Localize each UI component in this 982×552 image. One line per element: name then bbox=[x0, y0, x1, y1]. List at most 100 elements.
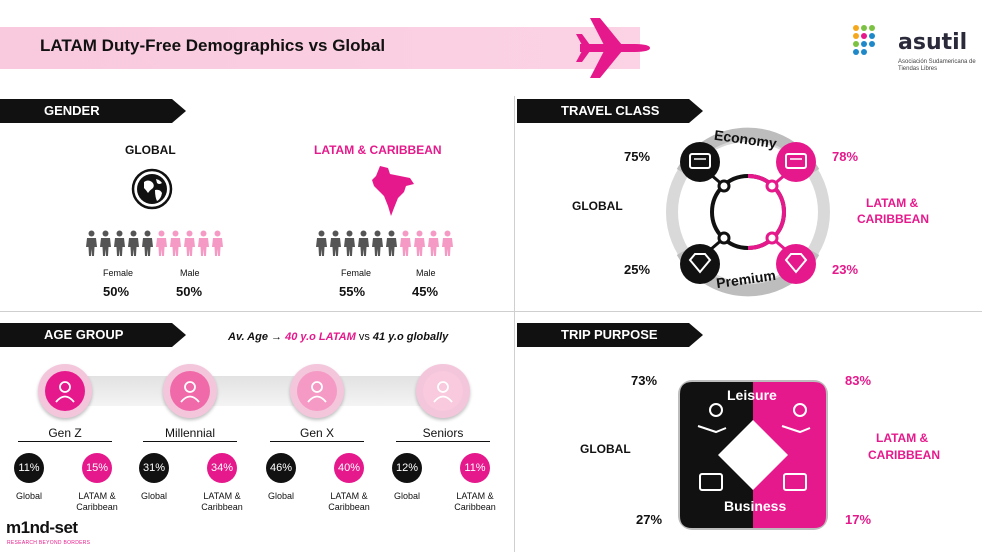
avg-prefix: Av. Age bbox=[228, 331, 268, 343]
avg-vs: vs bbox=[358, 331, 370, 343]
arrow-right-icon: → bbox=[271, 331, 283, 343]
person-icon bbox=[442, 230, 453, 256]
travel-latam-economy-pct: 78% bbox=[832, 149, 859, 164]
person-icon bbox=[414, 230, 425, 256]
person-avatar-icon bbox=[297, 371, 337, 411]
airplane-icon bbox=[576, 18, 650, 78]
gender-section-tag: GENDER bbox=[0, 99, 186, 123]
age-group-name: Millennial bbox=[164, 426, 216, 440]
trip-purpose-diagram bbox=[678, 380, 828, 530]
trip-latam-label-1: LATAM & bbox=[876, 431, 929, 445]
global-female-pct: 50% bbox=[103, 284, 130, 299]
person-icon bbox=[428, 230, 439, 256]
trip-purpose-section-tag: TRIP PURPOSE bbox=[517, 323, 703, 347]
age-latam-pct: 15% bbox=[82, 453, 112, 483]
trip-global-leisure-pct: 73% bbox=[631, 373, 658, 388]
age-group-name: Gen X bbox=[299, 426, 335, 440]
age-latam-pct: 40% bbox=[334, 453, 364, 483]
title-band bbox=[0, 27, 640, 69]
age-latam-label: LATAM & Caribbean bbox=[76, 491, 118, 512]
horizontal-divider bbox=[0, 311, 982, 312]
person-icon bbox=[86, 230, 97, 256]
global-female-label: Female bbox=[103, 268, 134, 278]
person-icon bbox=[316, 230, 327, 256]
page-title: LATAM Duty-Free Demographics vs Global bbox=[40, 36, 386, 55]
gender-latam-heading: LATAM & CARIBBEAN bbox=[314, 143, 442, 157]
mindset-tagline: RESEARCH BEYOND BORDERS bbox=[7, 540, 91, 546]
trip-latam-label-2: CARIBBEAN bbox=[868, 448, 940, 462]
person-icon bbox=[212, 230, 223, 256]
latam-map-icon bbox=[372, 166, 414, 216]
person-icon bbox=[344, 230, 355, 256]
travel-global-economy-pct: 75% bbox=[624, 149, 651, 164]
person-avatar-icon bbox=[423, 371, 463, 411]
travel-latam-label-2: CARIBBEAN bbox=[857, 212, 929, 226]
travel-latam-label-1: LATAM & bbox=[866, 196, 919, 210]
age-group-name: Seniors bbox=[422, 426, 464, 440]
trip-global-business-pct: 27% bbox=[636, 512, 663, 527]
asutil-logo-word: asutil bbox=[898, 30, 968, 55]
person-icon bbox=[400, 230, 411, 256]
person-icon bbox=[156, 230, 167, 256]
global-gender-people bbox=[85, 230, 224, 256]
age-group-icon-ring bbox=[38, 364, 92, 418]
age-group-icon-ring bbox=[163, 364, 217, 418]
age-group-icon-ring bbox=[416, 364, 470, 418]
person-icon bbox=[100, 230, 111, 256]
latam-female-pct: 55% bbox=[339, 284, 366, 299]
global-male-pct: 50% bbox=[176, 284, 203, 299]
age-global-pct: 12% bbox=[392, 453, 422, 483]
age-group-section-tag: AGE GROUP bbox=[0, 323, 186, 347]
globe-icon bbox=[131, 168, 173, 210]
global-male-label: Male bbox=[180, 268, 200, 278]
age-group-underline bbox=[143, 441, 237, 442]
age-latam-label: LATAM & Caribbean bbox=[201, 491, 243, 512]
latam-male-pct: 45% bbox=[412, 284, 439, 299]
person-avatar-icon bbox=[45, 371, 85, 411]
person-icon bbox=[114, 230, 125, 256]
avg-latam: 40 y.o LATAM bbox=[285, 331, 356, 343]
age-latam-label: LATAM & Caribbean bbox=[454, 491, 496, 512]
person-icon bbox=[330, 230, 341, 256]
person-icon bbox=[128, 230, 139, 256]
average-age-note: Av. Age → 40 y.o LATAM vs 41 y.o globall… bbox=[228, 331, 448, 343]
age-group-name: Gen Z bbox=[48, 426, 82, 440]
age-global-pct: 11% bbox=[14, 453, 44, 483]
person-icon bbox=[142, 230, 153, 256]
travel-class-diagram bbox=[666, 127, 830, 297]
person-avatar-icon bbox=[170, 371, 210, 411]
age-group-underline bbox=[18, 441, 112, 442]
trip-latam-leisure-pct: 83% bbox=[845, 373, 872, 388]
asutil-logo-subtitle: Asociación Sudamericana de Tiendas Libre… bbox=[898, 59, 976, 72]
age-latam-pct: 11% bbox=[460, 453, 490, 483]
person-icon bbox=[372, 230, 383, 256]
age-global-label: Global bbox=[15, 491, 43, 501]
travel-global-label: GLOBAL bbox=[572, 199, 623, 213]
latam-gender-people bbox=[315, 230, 454, 256]
vertical-divider bbox=[514, 96, 515, 552]
travel-latam-premium-pct: 23% bbox=[832, 262, 859, 277]
avg-global: 41 y.o globally bbox=[372, 331, 449, 343]
age-group-underline bbox=[270, 441, 364, 442]
age-timeline-band bbox=[60, 376, 460, 406]
trip-latam-business-pct: 17% bbox=[845, 512, 872, 527]
age-global-label: Global bbox=[140, 491, 168, 501]
age-global-label: Global bbox=[393, 491, 421, 501]
travel-class-section-tag: TRAVEL CLASS bbox=[517, 99, 703, 123]
leisure-label: Leisure bbox=[727, 387, 777, 403]
person-icon bbox=[386, 230, 397, 256]
age-latam-label: LATAM & Caribbean bbox=[328, 491, 370, 512]
age-global-label: Global bbox=[267, 491, 295, 501]
person-icon bbox=[198, 230, 209, 256]
person-icon bbox=[184, 230, 195, 256]
age-latam-pct: 34% bbox=[207, 453, 237, 483]
age-group-underline bbox=[396, 441, 490, 442]
person-icon bbox=[358, 230, 369, 256]
age-group-icon-ring bbox=[290, 364, 344, 418]
trip-global-label: GLOBAL bbox=[580, 442, 631, 456]
person-icon bbox=[170, 230, 181, 256]
latam-male-label: Male bbox=[416, 268, 436, 278]
age-global-pct: 46% bbox=[266, 453, 296, 483]
mindset-logo: m1nd-set bbox=[6, 518, 78, 537]
gender-global-heading: GLOBAL bbox=[125, 143, 176, 157]
